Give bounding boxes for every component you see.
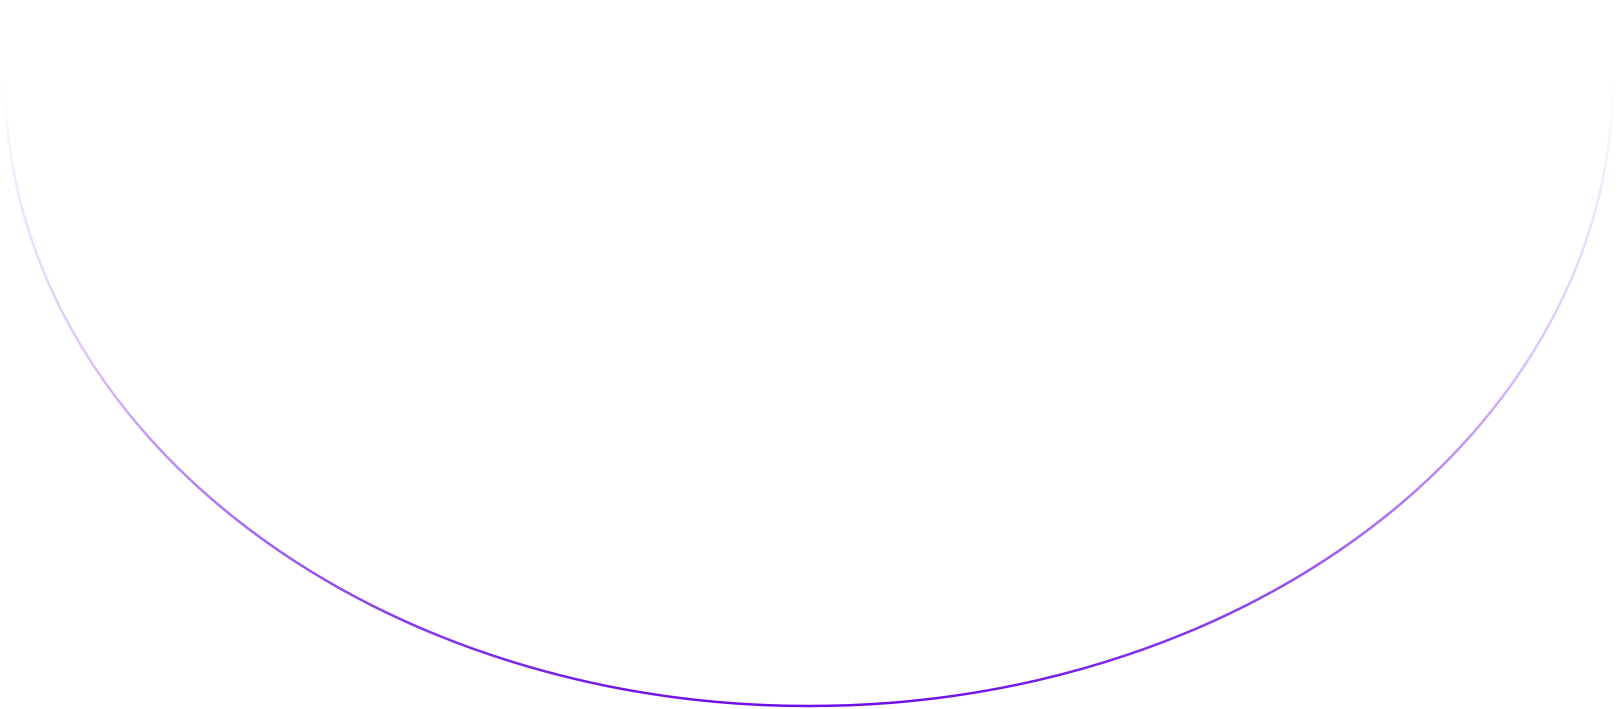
decorative-arc — [3, 79, 1615, 708]
